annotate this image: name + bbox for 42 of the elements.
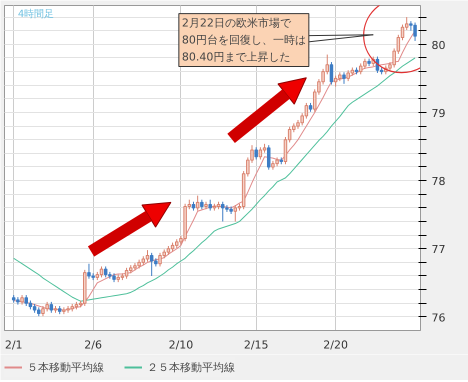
candlestick <box>220 201 224 222</box>
candlestick <box>104 266 108 278</box>
candlestick <box>24 294 28 306</box>
y-tick-label: 77 <box>432 243 446 256</box>
candlestick <box>346 70 350 82</box>
candlestick <box>41 305 45 317</box>
candlestick <box>304 102 308 120</box>
candlestick <box>258 146 262 160</box>
candlestick <box>234 204 238 222</box>
candlestick <box>200 199 204 210</box>
candlestick <box>196 195 200 212</box>
candlestick <box>146 250 150 262</box>
candlestick <box>330 62 334 86</box>
annotation: 4時間足 <box>18 8 54 20</box>
candlestick <box>20 294 24 306</box>
legend-label: ２５本移動平均線 <box>147 360 235 374</box>
candlestick <box>208 199 212 212</box>
candlestick <box>45 301 49 312</box>
y-tick-label: 78 <box>432 175 446 188</box>
y-tick-label: 79 <box>432 106 446 120</box>
candlestick <box>358 62 362 75</box>
candlestick <box>363 58 367 70</box>
candlestick <box>100 266 104 278</box>
y-tick-label: 76 <box>432 311 446 324</box>
candlestick <box>254 146 258 160</box>
x-tick-label: 2/20 <box>323 338 348 352</box>
candlestick <box>342 72 346 84</box>
annotation: 2月22日の欧米市場で 80円台を回復し、一時は 80.40円まで上昇した <box>182 16 306 64</box>
x-tick-label: 2/6 <box>84 338 102 352</box>
candlestick <box>150 252 154 276</box>
candlestick <box>266 144 270 170</box>
x-tick-label: 2/1 <box>4 338 23 352</box>
candlestick <box>334 75 338 88</box>
legend-label: ５本移動平均線 <box>27 360 104 374</box>
candlestick <box>124 267 128 280</box>
x-tick-label: 2/10 <box>168 338 194 352</box>
candlestick <box>413 22 417 42</box>
candlestick <box>50 301 54 314</box>
y-tick-label: 80 <box>432 38 446 52</box>
candlestick <box>87 263 91 280</box>
x-tick-label: 2/15 <box>244 338 269 352</box>
candlestick <box>158 252 162 267</box>
